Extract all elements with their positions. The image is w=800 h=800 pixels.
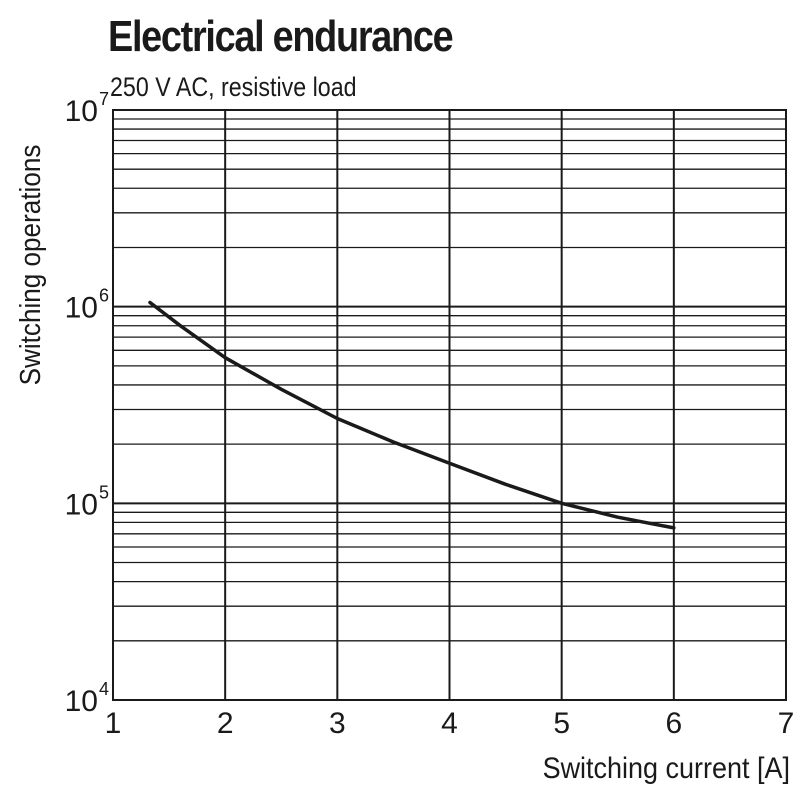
y-tick-exponent: 6 <box>99 286 109 306</box>
x-tick-label: 3 <box>329 707 346 740</box>
y-tick-label: 10 <box>65 95 98 128</box>
x-axis-label: Switching current [A] <box>543 752 790 786</box>
chart-subtitle: 250 V AC, resistive load <box>110 72 357 102</box>
y-tick-exponent: 5 <box>99 482 109 502</box>
x-tick-label: 4 <box>441 707 458 740</box>
plot-frame <box>112 109 787 701</box>
major-gridlines <box>112 109 787 701</box>
y-axis-label: Switching operations <box>14 145 47 386</box>
x-tick-label: 2 <box>217 707 234 740</box>
series-curve <box>148 300 676 530</box>
x-tick-label: 7 <box>778 707 795 740</box>
y-tick-label: 10 <box>65 488 98 521</box>
y-tick-exponent: 7 <box>99 89 109 109</box>
x-tick-label: 5 <box>553 707 570 740</box>
x-tick-label: 1 <box>105 707 122 740</box>
chart-title: Electrical endurance <box>108 12 454 61</box>
y-tick-label: 10 <box>65 292 98 325</box>
x-tick-labels: 1 2 3 4 5 6 7 <box>105 707 795 740</box>
y-tick-label: 10 <box>65 685 98 718</box>
y-tick-exponent: 4 <box>99 679 109 699</box>
x-tick-label: 6 <box>665 707 682 740</box>
